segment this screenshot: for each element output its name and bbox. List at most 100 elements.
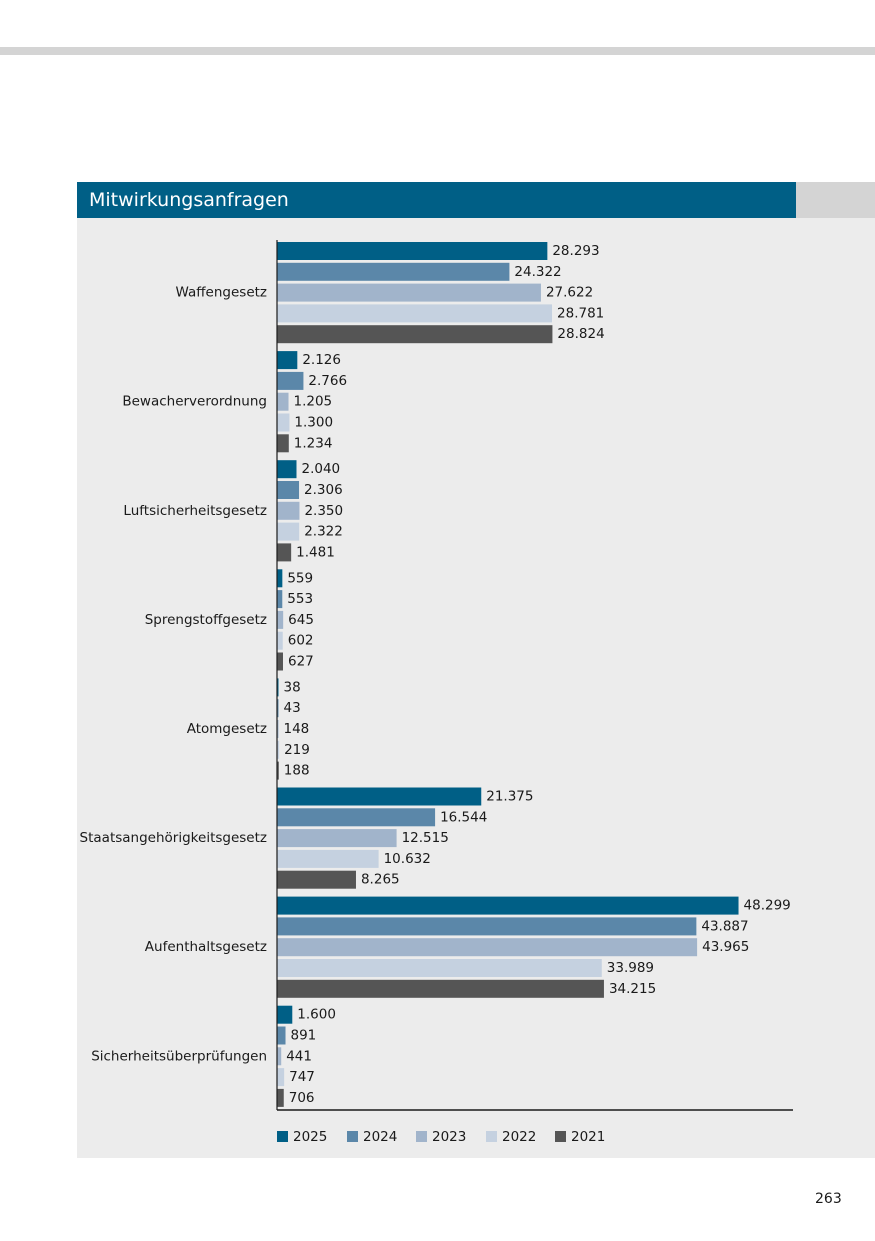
bar	[277, 678, 279, 697]
data-label: 2.322	[304, 524, 343, 540]
data-label: 28.824	[557, 326, 604, 342]
bar	[277, 610, 284, 629]
data-label: 2.126	[302, 352, 341, 368]
bar	[277, 460, 297, 479]
bar	[277, 590, 283, 609]
bar	[277, 543, 292, 562]
bar	[277, 652, 283, 671]
data-label: 1.600	[297, 1007, 336, 1023]
data-label: 10.632	[384, 851, 431, 867]
bar	[277, 434, 289, 453]
bar	[277, 569, 283, 588]
top-rule	[0, 47, 875, 55]
category-label: Staatsangehörigkeitsgesetz	[80, 830, 267, 846]
data-label: 21.375	[486, 789, 533, 805]
bar	[277, 740, 280, 759]
bar	[277, 283, 541, 302]
bar	[277, 351, 298, 370]
bar	[277, 870, 356, 889]
bar	[277, 829, 397, 848]
data-label: 28.293	[552, 243, 599, 259]
data-label: 706	[289, 1090, 315, 1106]
data-label: 1.205	[294, 394, 333, 410]
legend-label: 2025	[293, 1129, 327, 1145]
legend-swatch	[347, 1131, 358, 1142]
data-label: 645	[288, 612, 314, 628]
bar	[277, 522, 300, 541]
data-label: 43.887	[701, 918, 748, 934]
bar	[277, 1005, 293, 1024]
bar	[277, 631, 283, 650]
page-number: 263	[815, 1191, 842, 1207]
data-label: 188	[284, 763, 310, 779]
data-label: 148	[284, 721, 310, 737]
legend-swatch	[555, 1131, 566, 1142]
category-label: Atomgesetz	[187, 721, 267, 737]
category-label: Aufenthaltsgesetz	[145, 939, 267, 955]
bar	[277, 1026, 286, 1045]
data-label: 16.544	[440, 809, 487, 825]
category-label: Bewacherverordnung	[122, 394, 267, 410]
data-label: 28.781	[557, 305, 604, 321]
data-label: 441	[286, 1048, 312, 1064]
bar	[277, 959, 602, 977]
chart-panel: Waffengesetz 28.293 24.322 27.622 28.781 28.8…	[77, 218, 875, 1158]
bar	[277, 392, 289, 411]
title-tab	[796, 182, 875, 218]
data-label: 1.481	[296, 544, 335, 560]
bar	[277, 1068, 285, 1087]
data-label: 34.215	[609, 981, 656, 997]
data-label: 24.322	[514, 264, 561, 280]
data-label: 38	[284, 679, 301, 695]
data-label: 33.989	[607, 960, 654, 976]
data-label: 1.234	[294, 435, 333, 451]
data-label: 553	[287, 591, 313, 607]
data-label: 1.300	[294, 415, 333, 431]
legend-swatch	[486, 1131, 497, 1142]
data-label: 891	[291, 1028, 317, 1044]
legend-swatch	[277, 1131, 288, 1142]
bar	[277, 808, 436, 827]
data-label: 43.965	[702, 939, 749, 955]
data-label: 747	[289, 1069, 315, 1085]
bar	[277, 325, 553, 344]
bar	[277, 413, 290, 432]
bar	[277, 242, 548, 260]
data-label: 627	[288, 654, 314, 670]
bar	[277, 1047, 282, 1066]
data-label: 48.299	[744, 898, 791, 914]
category-label: Waffengesetz	[175, 285, 267, 301]
legend-label: 2023	[432, 1129, 466, 1145]
data-label: 27.622	[546, 285, 593, 301]
bar	[277, 917, 697, 936]
legend-swatch	[416, 1131, 427, 1142]
bar	[277, 761, 279, 780]
bar-chart: Waffengesetz 28.293 24.322 27.622 28.781 28.8…	[80, 240, 793, 1145]
data-label: 602	[288, 633, 314, 649]
bar	[277, 501, 300, 520]
bar	[277, 849, 379, 868]
legend-label: 2021	[571, 1129, 605, 1145]
bar	[277, 979, 604, 998]
bar	[277, 787, 482, 806]
title-bar: Mitwirkungsanfragen	[77, 182, 796, 218]
bar	[277, 371, 304, 390]
data-label: 2.040	[301, 461, 340, 477]
bar	[277, 699, 279, 718]
data-label: 8.265	[361, 872, 400, 888]
chart-title: Mitwirkungsanfragen	[89, 189, 289, 211]
bar	[277, 938, 698, 957]
bar	[277, 481, 300, 499]
bar	[277, 896, 739, 915]
bar	[277, 304, 553, 323]
legend-label: 2024	[363, 1129, 397, 1145]
data-label: 12.515	[402, 830, 449, 846]
bar	[277, 262, 510, 281]
data-label: 219	[284, 742, 310, 758]
legend-label: 2022	[502, 1129, 536, 1145]
data-label: 559	[287, 570, 313, 586]
bar	[277, 720, 279, 738]
category-label: Sicherheitsüberprüfungen	[91, 1048, 267, 1064]
data-label: 2.766	[308, 373, 347, 389]
bar	[277, 1088, 284, 1107]
